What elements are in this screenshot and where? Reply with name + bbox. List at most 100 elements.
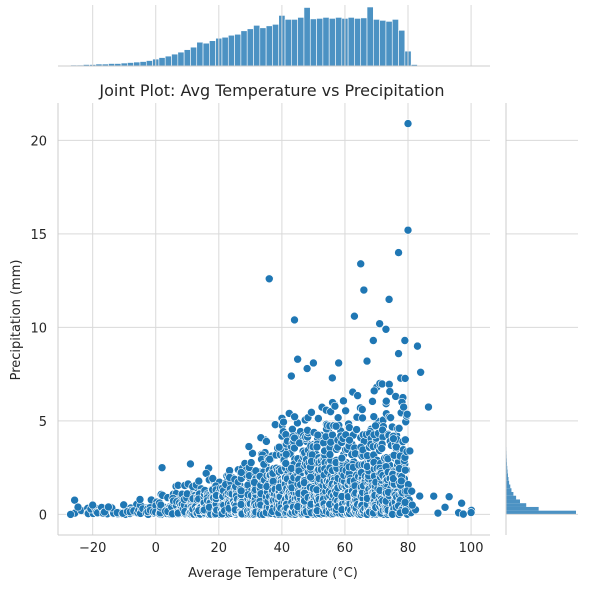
- marginal-x-bar: [259, 27, 267, 67]
- scatter-point: [386, 413, 395, 422]
- scatter-point: [157, 463, 167, 472]
- scatter-point: [333, 413, 343, 422]
- scatter-point: [88, 500, 97, 510]
- scatter-point: [400, 374, 410, 383]
- scatter-points: [66, 119, 476, 519]
- scatter-point: [401, 465, 410, 475]
- chart-title: Joint Plot: Avg Temperature vs Precipita…: [98, 81, 444, 100]
- scatter-point: [248, 449, 257, 458]
- marginal-x-bar: [209, 40, 216, 67]
- scatter-point: [415, 491, 425, 501]
- scatter-point: [194, 476, 204, 486]
- marginal-x-bar: [379, 20, 387, 67]
- scatter-point: [405, 446, 415, 456]
- scatter-point: [66, 510, 75, 519]
- scatter-point: [264, 274, 274, 284]
- y-tick-label: 0: [39, 508, 47, 523]
- marginal-x-bar: [171, 53, 179, 67]
- scatter-point: [359, 285, 369, 295]
- scatter-point: [385, 387, 395, 396]
- marginal-x-bar: [347, 17, 355, 67]
- scatter-point: [400, 336, 410, 345]
- y-tick-label: 10: [30, 321, 47, 336]
- scatter-point: [208, 474, 218, 483]
- marginal-x-bar: [190, 46, 198, 67]
- scatter-point: [384, 295, 394, 304]
- scatter-point: [281, 459, 291, 468]
- scatter-point: [73, 502, 83, 512]
- x-tick-label: 60: [337, 541, 354, 556]
- scatter-point: [313, 430, 323, 440]
- marginal-x-bar: [385, 21, 393, 67]
- y-tick-label: 5: [39, 415, 47, 430]
- marginal-x-bar: [335, 17, 343, 67]
- scatter-point: [407, 500, 417, 510]
- marginal-x-bar: [398, 30, 406, 67]
- scatter-point: [325, 450, 335, 459]
- scatter-point: [402, 409, 412, 419]
- scatter-point: [368, 397, 377, 406]
- marginal-x-bar: [366, 6, 374, 67]
- scatter-point: [413, 341, 422, 351]
- marginal-x-bar: [272, 24, 280, 67]
- scatter-point: [281, 449, 291, 459]
- scatter-point: [424, 402, 433, 412]
- scatter-point: [389, 434, 398, 444]
- marginal-y-bar: [506, 462, 508, 466]
- x-axis-label: Average Temperature (°C): [188, 566, 358, 581]
- x-tick-label: 40: [274, 541, 291, 556]
- marginal-x-bar: [202, 42, 210, 67]
- marginal-x-bar: [240, 30, 248, 67]
- scatter-point: [440, 502, 450, 512]
- marginal-x-bar: [227, 34, 235, 67]
- x-tick-label: 0: [152, 541, 160, 556]
- marginal-y-bar: [506, 469, 508, 474]
- scatter-point: [356, 259, 366, 269]
- scatter-point: [244, 442, 254, 451]
- marginal-x-bar: [303, 7, 311, 67]
- marginal-x-bar: [316, 18, 324, 67]
- marginal-y-bar: [506, 510, 576, 515]
- marginal-y-bar: [506, 503, 527, 507]
- marginal-x-histogram: [70, 6, 475, 67]
- scatter-point: [394, 349, 403, 358]
- scatter-point: [400, 498, 410, 507]
- scatter-point: [104, 502, 113, 512]
- marginal-x-bar: [221, 36, 229, 67]
- marginal-x-bar: [253, 25, 261, 67]
- marginal-x-bar: [354, 18, 362, 67]
- x-tick-label: 100: [459, 541, 484, 556]
- marginal-y-bar: [506, 499, 520, 504]
- scatter-point: [70, 495, 79, 505]
- scatter-point: [381, 396, 391, 406]
- scatter-point: [290, 315, 299, 325]
- marginal-x-bar: [196, 41, 204, 67]
- scatter-point: [403, 225, 413, 235]
- scatter-point: [391, 392, 400, 401]
- scatter-point: [429, 491, 439, 501]
- scatter-point: [394, 424, 404, 433]
- scatter-point: [328, 373, 337, 383]
- scatter-point: [312, 442, 322, 452]
- scatter-point: [119, 500, 129, 510]
- scatter-point: [246, 458, 256, 467]
- scatter-point: [274, 442, 284, 452]
- scatter-point: [345, 423, 354, 432]
- scatter-point: [156, 500, 166, 510]
- scatter-point: [358, 413, 367, 423]
- scatter-point: [433, 508, 443, 518]
- marginal-x-bar: [145, 60, 153, 67]
- scatter-point: [357, 405, 367, 414]
- scatter-point: [331, 421, 341, 431]
- tick-labels: −20 0 20 40 60 80 100 0 5 10 15 20: [30, 134, 483, 556]
- scatter-point: [350, 311, 359, 321]
- scatter-point: [401, 435, 410, 445]
- scatter-point: [388, 474, 398, 483]
- scatter-point: [290, 443, 299, 453]
- y-tick-label: 20: [30, 134, 47, 149]
- marginal-y-bar: [506, 506, 539, 511]
- marginal-y-histogram: [506, 215, 576, 515]
- marginal-x-bar: [234, 33, 242, 67]
- scatter-point: [377, 379, 387, 389]
- scatter-point: [293, 354, 302, 364]
